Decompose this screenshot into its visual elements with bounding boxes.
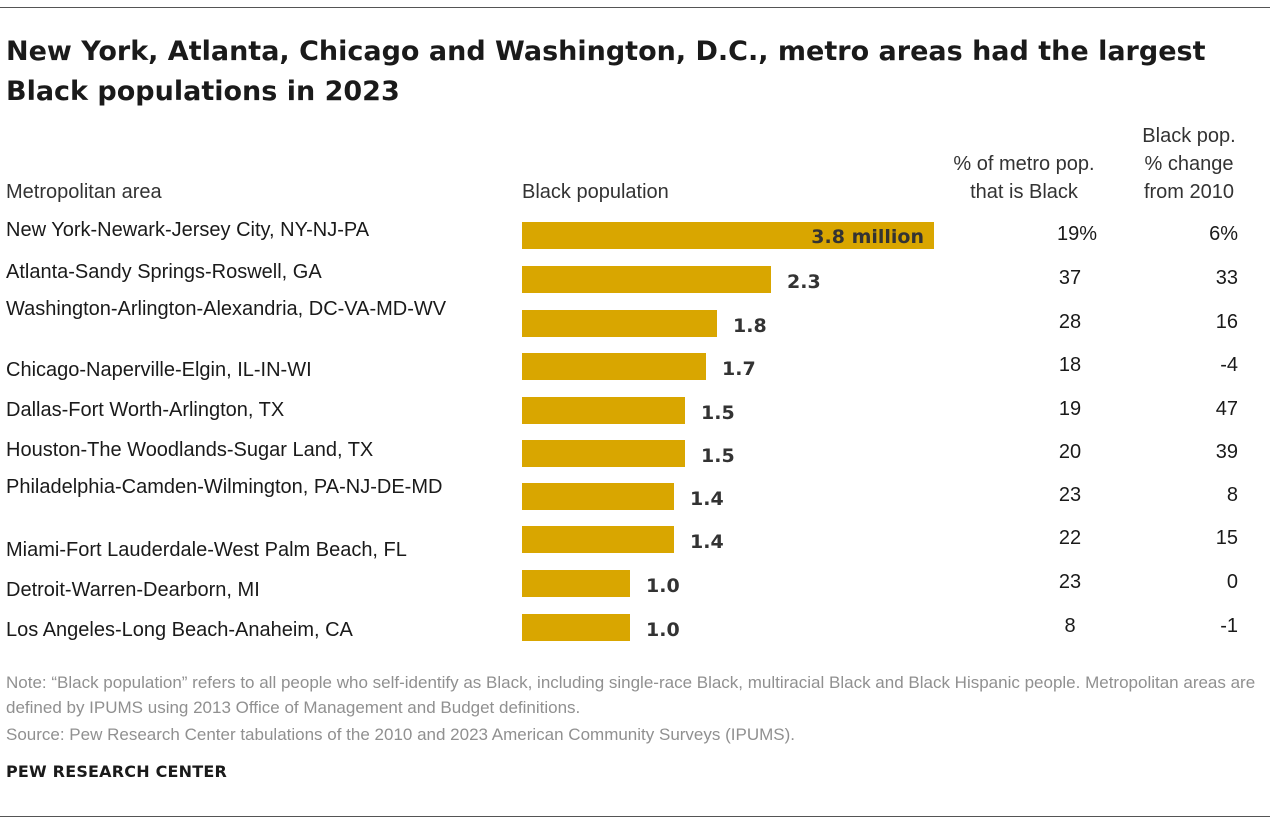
metro-area-label: Miami-Fort Lauderdale-West Palm Beach, F… [6, 539, 407, 561]
metro-area-label: Detroit-Warren-Dearborn, MI [6, 579, 260, 601]
pct-of-metro-value: 28 [1058, 311, 1082, 333]
population-value-label: 1.4 [690, 531, 724, 553]
pct-change-value: 39 [1215, 441, 1238, 463]
population-value-label: 1.0 [646, 619, 680, 641]
chart-title: New York, Atlanta, Chicago and Washingto… [6, 36, 1206, 107]
metro-area-label: Philadelphia-Camden-Wilmington, PA-NJ-DE… [6, 476, 443, 498]
pct-change-value: 33 [1215, 267, 1238, 289]
column-header-chg-line-3: from 2010 [1143, 181, 1235, 203]
population-bar [522, 397, 685, 424]
pct-of-metro-value: 8 [1064, 615, 1076, 637]
pct-of-metro-value: 23 [1058, 571, 1082, 593]
column-header-chg-line-1: Black pop. [1142, 125, 1236, 147]
column-header-black-population: Black population [522, 181, 669, 203]
pct-change-value: 8 [1226, 484, 1238, 506]
chart-row: Atlanta-Sandy Springs-Roswell, GA 2.3 37 33 [0, 0, 1270, 293]
column-header-pct-of-metro: % of metro pop. that is Black [940, 150, 1108, 206]
population-bar [522, 353, 706, 380]
column-header-pct-change: Black pop. % change from 2010 [1126, 122, 1252, 206]
column-header-chg-line-2: % change [1144, 153, 1234, 175]
population-value-label: 1.8 [733, 315, 767, 337]
population-bar [522, 440, 685, 467]
population-value-label: 1.5 [701, 445, 735, 467]
population-bar [522, 222, 934, 249]
brand-logo-text: PEW RESEARCH CENTER [6, 762, 228, 781]
population-value-label: 1.0 [646, 575, 680, 597]
pct-of-metro-value: 19 [1058, 398, 1082, 420]
metro-area-label: Dallas-Fort Worth-Arlington, TX [6, 399, 285, 421]
population-bar [522, 614, 630, 641]
population-bar [522, 483, 674, 510]
pct-of-metro-value: 22 [1058, 527, 1082, 549]
chart-row: Houston-The Woodlands-Sugar Land, TX 1.5 2… [0, 0, 1270, 467]
population-bar [522, 570, 630, 597]
chart-row: Los Angeles-Long Beach-Anaheim, CA 1.0 8 -1 [0, 0, 1270, 641]
population-value-label: 1.7 [722, 358, 756, 380]
metro-area-label: Washington-Arlington-Alexandria, DC-VA-M… [6, 298, 447, 320]
pct-of-metro-value: 37 [1058, 267, 1082, 289]
bottom-rule [0, 816, 1270, 817]
pct-change-value: -1 [1220, 615, 1238, 637]
population-value-label: 1.4 [690, 488, 724, 510]
chart-source: Source: Pew Research Center tabulations … [6, 725, 795, 744]
pct-change-value: 15 [1215, 527, 1238, 549]
population-value-label: 2.3 [787, 271, 821, 293]
population-value-label: 3.8 million [811, 226, 924, 248]
pct-change-value: 0 [1226, 571, 1238, 593]
metro-area-label: Chicago-Naperville-Elgin, IL-IN-WI [6, 359, 312, 381]
column-header-pct-line-2: that is Black [970, 181, 1078, 203]
chart-row: Dallas-Fort Worth-Arlington, TX 1.5 19 47 [0, 0, 1270, 424]
chart-row: Chicago-Naperville-Elgin, IL-IN-WI 1.7 18 -… [0, 0, 1270, 381]
column-header-metro-area: Metropolitan area [6, 181, 162, 203]
chart-note: Note: “Black population” refers to all p… [6, 673, 1256, 717]
top-rule [0, 7, 1270, 8]
population-bar [522, 526, 674, 553]
pct-of-metro-value: 23 [1058, 484, 1082, 506]
pct-change-value: 6% [1209, 223, 1238, 245]
population-bar [522, 310, 717, 337]
metro-area-label: New York-Newark-Jersey City, NY-NJ-PA [6, 219, 370, 241]
metro-area-label: Houston-The Woodlands-Sugar Land, TX [6, 439, 374, 461]
metro-area-label: Los Angeles-Long Beach-Anaheim, CA [6, 619, 353, 641]
column-header-pct-line-1: % of metro pop. [953, 153, 1095, 175]
population-value-label: 1.5 [701, 402, 735, 424]
metro-area-label: Atlanta-Sandy Springs-Roswell, GA [6, 261, 322, 283]
pct-of-metro-value: 18 [1058, 354, 1082, 376]
pct-of-metro-value: 19% [1056, 223, 1098, 245]
pct-change-value: -4 [1220, 354, 1238, 376]
chart-row: Miami-Fort Lauderdale-West Palm Beach, F… [0, 0, 1270, 561]
pct-change-value: 16 [1215, 311, 1238, 333]
chart-row: Philadelphia-Camden-Wilmington, PA-NJ-DE… [0, 0, 1270, 510]
pct-change-value: 47 [1215, 398, 1238, 420]
population-bar [522, 266, 771, 293]
chart-row: New York-Newark-Jersey City, NY-NJ-PA 3.8… [0, 0, 1270, 249]
chart-row: Washington-Arlington-Alexandria, DC-VA-M… [0, 0, 1270, 337]
chart-row: Detroit-Warren-Dearborn, MI 1.0 23 0 [0, 0, 1270, 601]
pct-of-metro-value: 20 [1058, 441, 1082, 463]
